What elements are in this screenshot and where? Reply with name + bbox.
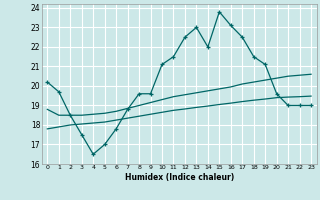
X-axis label: Humidex (Indice chaleur): Humidex (Indice chaleur) (124, 173, 234, 182)
